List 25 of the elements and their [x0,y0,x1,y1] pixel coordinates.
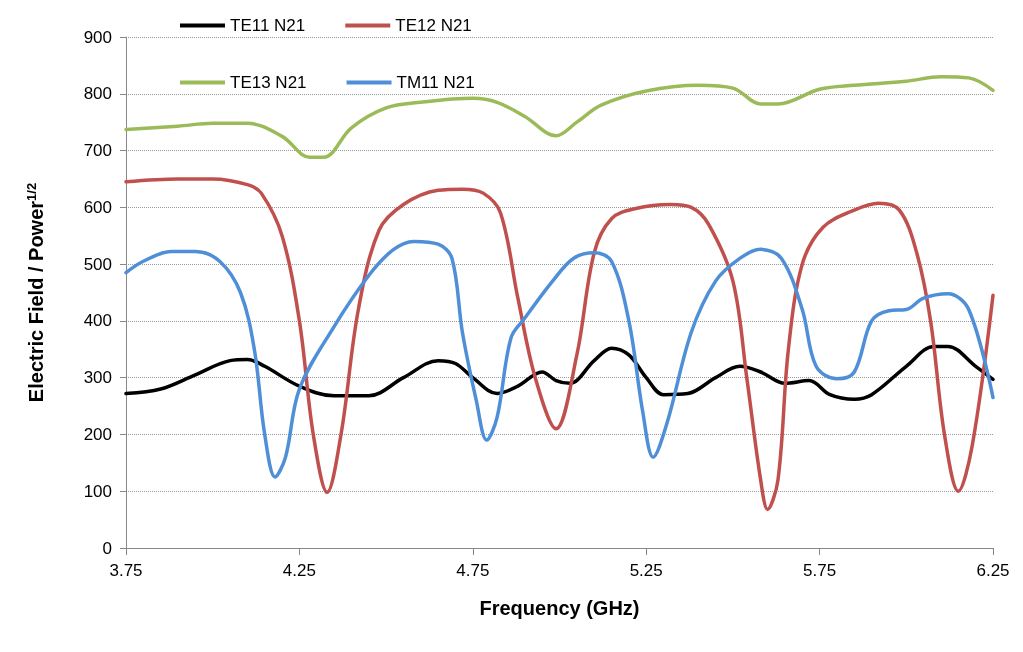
line-series [124,239,995,479]
line-series [124,344,995,401]
legend-label: TM11 N21 [396,73,475,92]
y-tick-label: 500 [83,254,112,274]
legend-label: TE13 N21 [230,73,307,92]
y-tick-label: 200 [83,424,112,444]
x-tick-label: 5.75 [803,561,837,580]
line-series [124,177,995,512]
y-tick-label: 300 [83,368,112,388]
y-tick-label: 100 [83,481,112,501]
y-tick-label: 400 [83,311,112,331]
x-tick-label: 4.25 [282,561,316,580]
x-tick-label: 6.25 [976,561,1010,580]
x-tick-label: 3.75 [109,561,143,580]
y-tick-label: 700 [83,141,112,161]
y-tick-label: 600 [83,197,112,217]
line-series [124,74,995,160]
x-tick-label: 5.25 [629,561,663,580]
y-tick-label: 900 [83,27,112,47]
y-tick-label: 0 [102,538,112,558]
legend-label: TE12 N21 [395,16,472,35]
x-tick-label: 4.75 [456,561,490,580]
legend-label: TE11 N21 [230,16,306,35]
x-axis-title: Frequency (GHz) [479,597,640,619]
y-tick-label: 800 [83,84,112,104]
